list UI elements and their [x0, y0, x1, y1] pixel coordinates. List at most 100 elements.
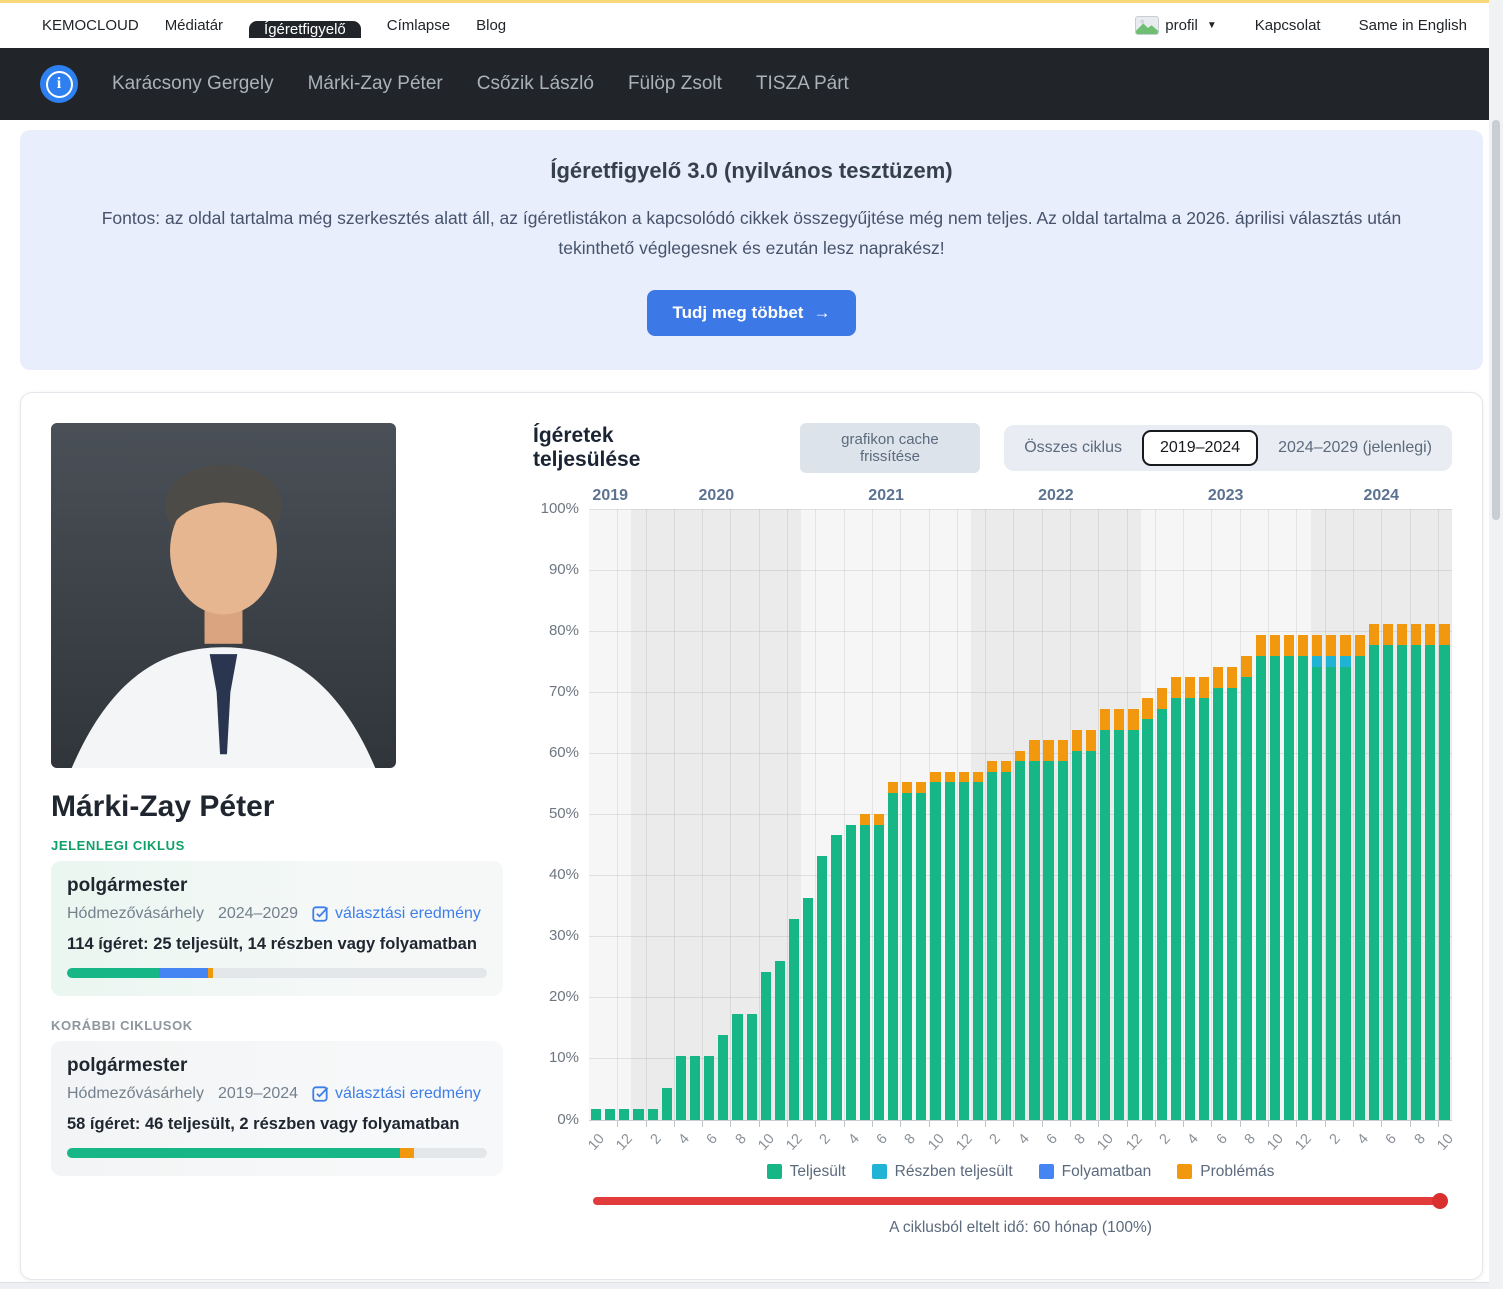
chart-bar[interactable] [1269, 509, 1280, 1120]
hero-banner: Ígéretfigyelő 3.0 (nyilvános tesztüzem) … [20, 130, 1483, 370]
chart-bar[interactable] [1382, 509, 1394, 1120]
legend-item-reszben[interactable]: Részben teljesült [871, 1163, 1013, 1181]
subnav-link-karacsony[interactable]: Karácsony Gergely [112, 73, 274, 94]
scrollbar[interactable] [1489, 0, 1503, 1289]
chart-bar[interactable] [1184, 509, 1196, 1120]
chart-bar[interactable] [1071, 509, 1082, 1120]
chart-bar[interactable] [1100, 509, 1111, 1120]
subnav-link-markizay[interactable]: Márki-Zay Péter [307, 73, 443, 94]
chart-bar[interactable] [1241, 509, 1252, 1120]
refresh-cache-button[interactable]: grafikon cache frissítése [799, 422, 981, 473]
chart-bar[interactable] [1312, 509, 1323, 1120]
chart-bar[interactable] [746, 509, 757, 1120]
subnav-link-fulop[interactable]: Fülöp Zsolt [627, 73, 722, 94]
chart-bar[interactable] [1213, 509, 1224, 1120]
chart-bar[interactable] [1114, 509, 1125, 1120]
chart-bar[interactable] [704, 509, 715, 1120]
progress-segment [400, 1147, 415, 1158]
chart-bar[interactable] [605, 509, 616, 1120]
chart-bar[interactable] [774, 509, 785, 1120]
info-icon[interactable]: i [40, 65, 78, 103]
current-election-result-link[interactable]: választási eredmény [312, 905, 481, 923]
bar-segment-teljesult [1128, 729, 1139, 1120]
legend-item-teljesult[interactable]: Teljesült [766, 1163, 846, 1181]
chart-bar[interactable] [972, 509, 983, 1120]
chart-bar[interactable] [803, 509, 814, 1120]
chart-bar[interactable] [647, 509, 658, 1120]
chart-bar[interactable] [873, 509, 884, 1120]
topnav-item-kapcsolat[interactable]: Kapcsolat [1254, 17, 1321, 34]
chart-bar[interactable] [675, 509, 686, 1120]
chart-bar[interactable] [1255, 509, 1266, 1120]
tab-all-cycles[interactable]: Összes ciklus [1024, 438, 1122, 456]
chart-bar[interactable] [1425, 509, 1436, 1120]
chart-bar[interactable] [1199, 509, 1210, 1120]
elapsed-time-slider[interactable] [593, 1192, 1448, 1209]
legend-item-problemas[interactable]: Problémás [1177, 1163, 1274, 1181]
x-axis-tick [1268, 1120, 1270, 1127]
chart-bar[interactable] [1439, 509, 1450, 1120]
chart-bar[interactable] [859, 509, 870, 1120]
chart-bar[interactable] [1283, 509, 1295, 1120]
x-axis-tick [1041, 1120, 1043, 1127]
chart-bar[interactable] [817, 509, 828, 1120]
chart-bar[interactable] [1057, 509, 1068, 1120]
chart-bar[interactable] [732, 509, 743, 1120]
tab-2019-2024[interactable]: 2019–2024 [1142, 429, 1259, 466]
chart-bar[interactable] [845, 509, 856, 1120]
chart-bar[interactable] [788, 509, 800, 1120]
chart-bar[interactable] [831, 509, 842, 1120]
topnav-item-cimlapse[interactable]: Címlapse [386, 17, 451, 34]
chart-bar[interactable] [633, 509, 644, 1120]
learn-more-button[interactable]: Tudj meg többet → [646, 289, 857, 336]
subnav-link-tisza[interactable]: TISZA Párt [755, 73, 849, 94]
chart-bar[interactable] [1227, 509, 1238, 1120]
chart-bar[interactable] [986, 509, 998, 1120]
chart-bar[interactable] [902, 509, 913, 1120]
tab-2024-2029[interactable]: 2024–2029 (jelenlegi) [1278, 438, 1432, 456]
chart-bar[interactable] [930, 509, 941, 1120]
chart-bar[interactable] [689, 509, 701, 1120]
chart-bar[interactable] [718, 509, 729, 1120]
chart-bar[interactable] [1411, 509, 1422, 1120]
chart-bar[interactable] [1128, 509, 1139, 1120]
legend-item-folyamatban[interactable]: Folyamatban [1038, 1163, 1151, 1181]
chart-bar[interactable] [1368, 509, 1379, 1120]
bar-segment-teljesult [1368, 645, 1379, 1120]
x-axis-label: 12 [1122, 1130, 1146, 1154]
y-axis-label: 100% [540, 499, 579, 517]
profile-menu[interactable]: profil ▼ [1135, 16, 1217, 35]
chart-bar[interactable] [760, 509, 771, 1120]
scrollbar-thumb[interactable] [1492, 120, 1500, 520]
chart-bar[interactable] [1298, 509, 1309, 1120]
chart-bar[interactable] [1142, 509, 1153, 1120]
chart-bar[interactable] [1156, 509, 1167, 1120]
subnav-link-csozik[interactable]: Csőzik László [476, 73, 594, 94]
x-axis-label: 10 [585, 1130, 608, 1154]
chart-bar[interactable] [1354, 509, 1365, 1120]
chart-bar[interactable] [1029, 509, 1040, 1120]
topnav-item-igeretfigyelo[interactable]: Ígéretfigyelő [249, 21, 361, 38]
chart-bar[interactable] [1170, 509, 1181, 1120]
slider-handle[interactable] [1432, 1192, 1448, 1209]
topnav-item-language[interactable]: Same in English [1358, 17, 1467, 34]
brand-kemocloud[interactable]: KEMOCLOUD [42, 17, 139, 34]
chart-bar[interactable] [1001, 509, 1012, 1120]
chart-bar[interactable] [1085, 509, 1097, 1120]
chart-bar[interactable] [1015, 509, 1026, 1120]
chart-bar[interactable] [590, 509, 602, 1120]
chart-bar[interactable] [1326, 509, 1337, 1120]
chart-bar[interactable] [958, 509, 969, 1120]
past-term: 2019–2024 [217, 1084, 299, 1102]
topnav-item-mediatar[interactable]: Médiatár [164, 17, 224, 34]
topnav-item-blog[interactable]: Blog [476, 17, 507, 34]
chart-bar[interactable] [944, 509, 955, 1120]
chart-bar[interactable] [1340, 509, 1351, 1120]
chart-bar[interactable] [916, 509, 927, 1120]
chart-bar[interactable] [1043, 509, 1054, 1120]
chart-bar[interactable] [887, 509, 899, 1120]
chart-bar[interactable] [661, 509, 672, 1120]
chart-bar[interactable] [619, 509, 630, 1120]
past-election-result-link[interactable]: választási eredmény [312, 1085, 481, 1103]
chart-bar[interactable] [1397, 509, 1408, 1120]
